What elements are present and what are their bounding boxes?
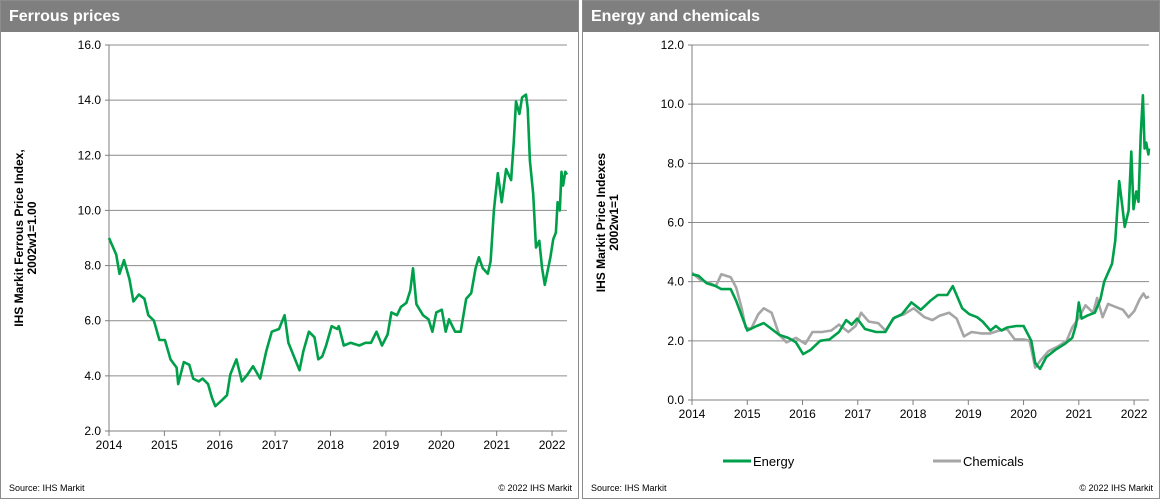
y-axis-label: IHS Markit Ferrous Price Index, bbox=[12, 149, 26, 326]
ferrous-prices-chart: 2.0 4.0 6.0 8.0 10.0 12.0 14.0 16.0 2014 2015 2016… bbox=[9, 38, 572, 493]
y-tick-label: 4.0 bbox=[84, 369, 101, 383]
y-tick-label: 0.0 bbox=[667, 393, 684, 407]
x-tick-label: 2018 bbox=[317, 438, 344, 452]
y-tick-label: 2.0 bbox=[667, 334, 684, 348]
y-tick-label: 4.0 bbox=[667, 275, 684, 289]
y-tick-label: 6.0 bbox=[667, 216, 684, 230]
y-tick-label: 12.0 bbox=[78, 148, 102, 162]
copyright-note: © 2022 IHS Markit bbox=[498, 483, 572, 493]
y-tick-label: 16.0 bbox=[78, 38, 102, 52]
copyright-note: © 2022 IHS Markit bbox=[1079, 483, 1153, 493]
y-tick-label: 8.0 bbox=[84, 259, 101, 273]
energy-chemicals-panel: Energy and chemicals 0.0 2.0 4.0 6.0 8.0 10.0… bbox=[582, 0, 1160, 499]
y-tick-label: 6.0 bbox=[84, 314, 101, 328]
chart-title: Energy and chemicals bbox=[583, 1, 1159, 32]
y-tick-label: 10.0 bbox=[661, 97, 685, 111]
x-tick-label: 2019 bbox=[373, 438, 400, 452]
x-tick-label: 2021 bbox=[483, 438, 510, 452]
x-tick-label: 2017 bbox=[844, 407, 871, 421]
y-axis-label: 2002w1=1 bbox=[607, 194, 621, 251]
x-tick-label: 2015 bbox=[734, 407, 761, 421]
y-axis-label: 2002w1=1.00 bbox=[25, 201, 39, 274]
x-tick-label: 2019 bbox=[955, 407, 982, 421]
x-tick-label: 2014 bbox=[96, 438, 123, 452]
legend-label-energy: Energy bbox=[753, 454, 795, 469]
series-line-chemicals bbox=[691, 271, 1150, 369]
y-tick-label: 8.0 bbox=[667, 156, 684, 170]
y-axis-label: IHS Markit Price Indexes bbox=[594, 152, 608, 292]
legend-label-chemicals: Chemicals bbox=[963, 454, 1024, 469]
x-tick-label: 2021 bbox=[1065, 407, 1092, 421]
y-tick-label: 2.0 bbox=[84, 424, 101, 438]
y-tick-label: 10.0 bbox=[78, 203, 102, 217]
x-tick-label: 2014 bbox=[679, 407, 706, 421]
x-tick-label: 2020 bbox=[1010, 407, 1037, 421]
source-note: Source: IHS Markit bbox=[591, 483, 667, 493]
y-tick-label: 14.0 bbox=[78, 93, 102, 107]
series-line-energy bbox=[691, 94, 1151, 371]
x-tick-label: 2015 bbox=[151, 438, 178, 452]
chart-title: Ferrous prices bbox=[1, 1, 578, 32]
y-tick-label: 12.0 bbox=[661, 38, 685, 52]
x-tick-label: 2016 bbox=[789, 407, 816, 421]
x-tick-label: 2022 bbox=[539, 438, 566, 452]
x-tick-label: 2018 bbox=[900, 407, 927, 421]
energy-chemicals-chart: 0.0 2.0 4.0 6.0 8.0 10.0 12.0 2014 2015 2016 2017 2… bbox=[591, 38, 1153, 493]
x-tick-label: 2017 bbox=[262, 438, 289, 452]
series-line-ferrous bbox=[107, 93, 569, 408]
x-tick-label: 2016 bbox=[206, 438, 233, 452]
x-tick-label: 2020 bbox=[428, 438, 455, 452]
source-note: Source: IHS Markit bbox=[9, 483, 85, 493]
x-tick-label: 2022 bbox=[1121, 407, 1148, 421]
ferrous-prices-panel: Ferrous prices 2.0 4.0 6.0 8.0 10.0 12.0 14.0 1… bbox=[0, 0, 579, 499]
